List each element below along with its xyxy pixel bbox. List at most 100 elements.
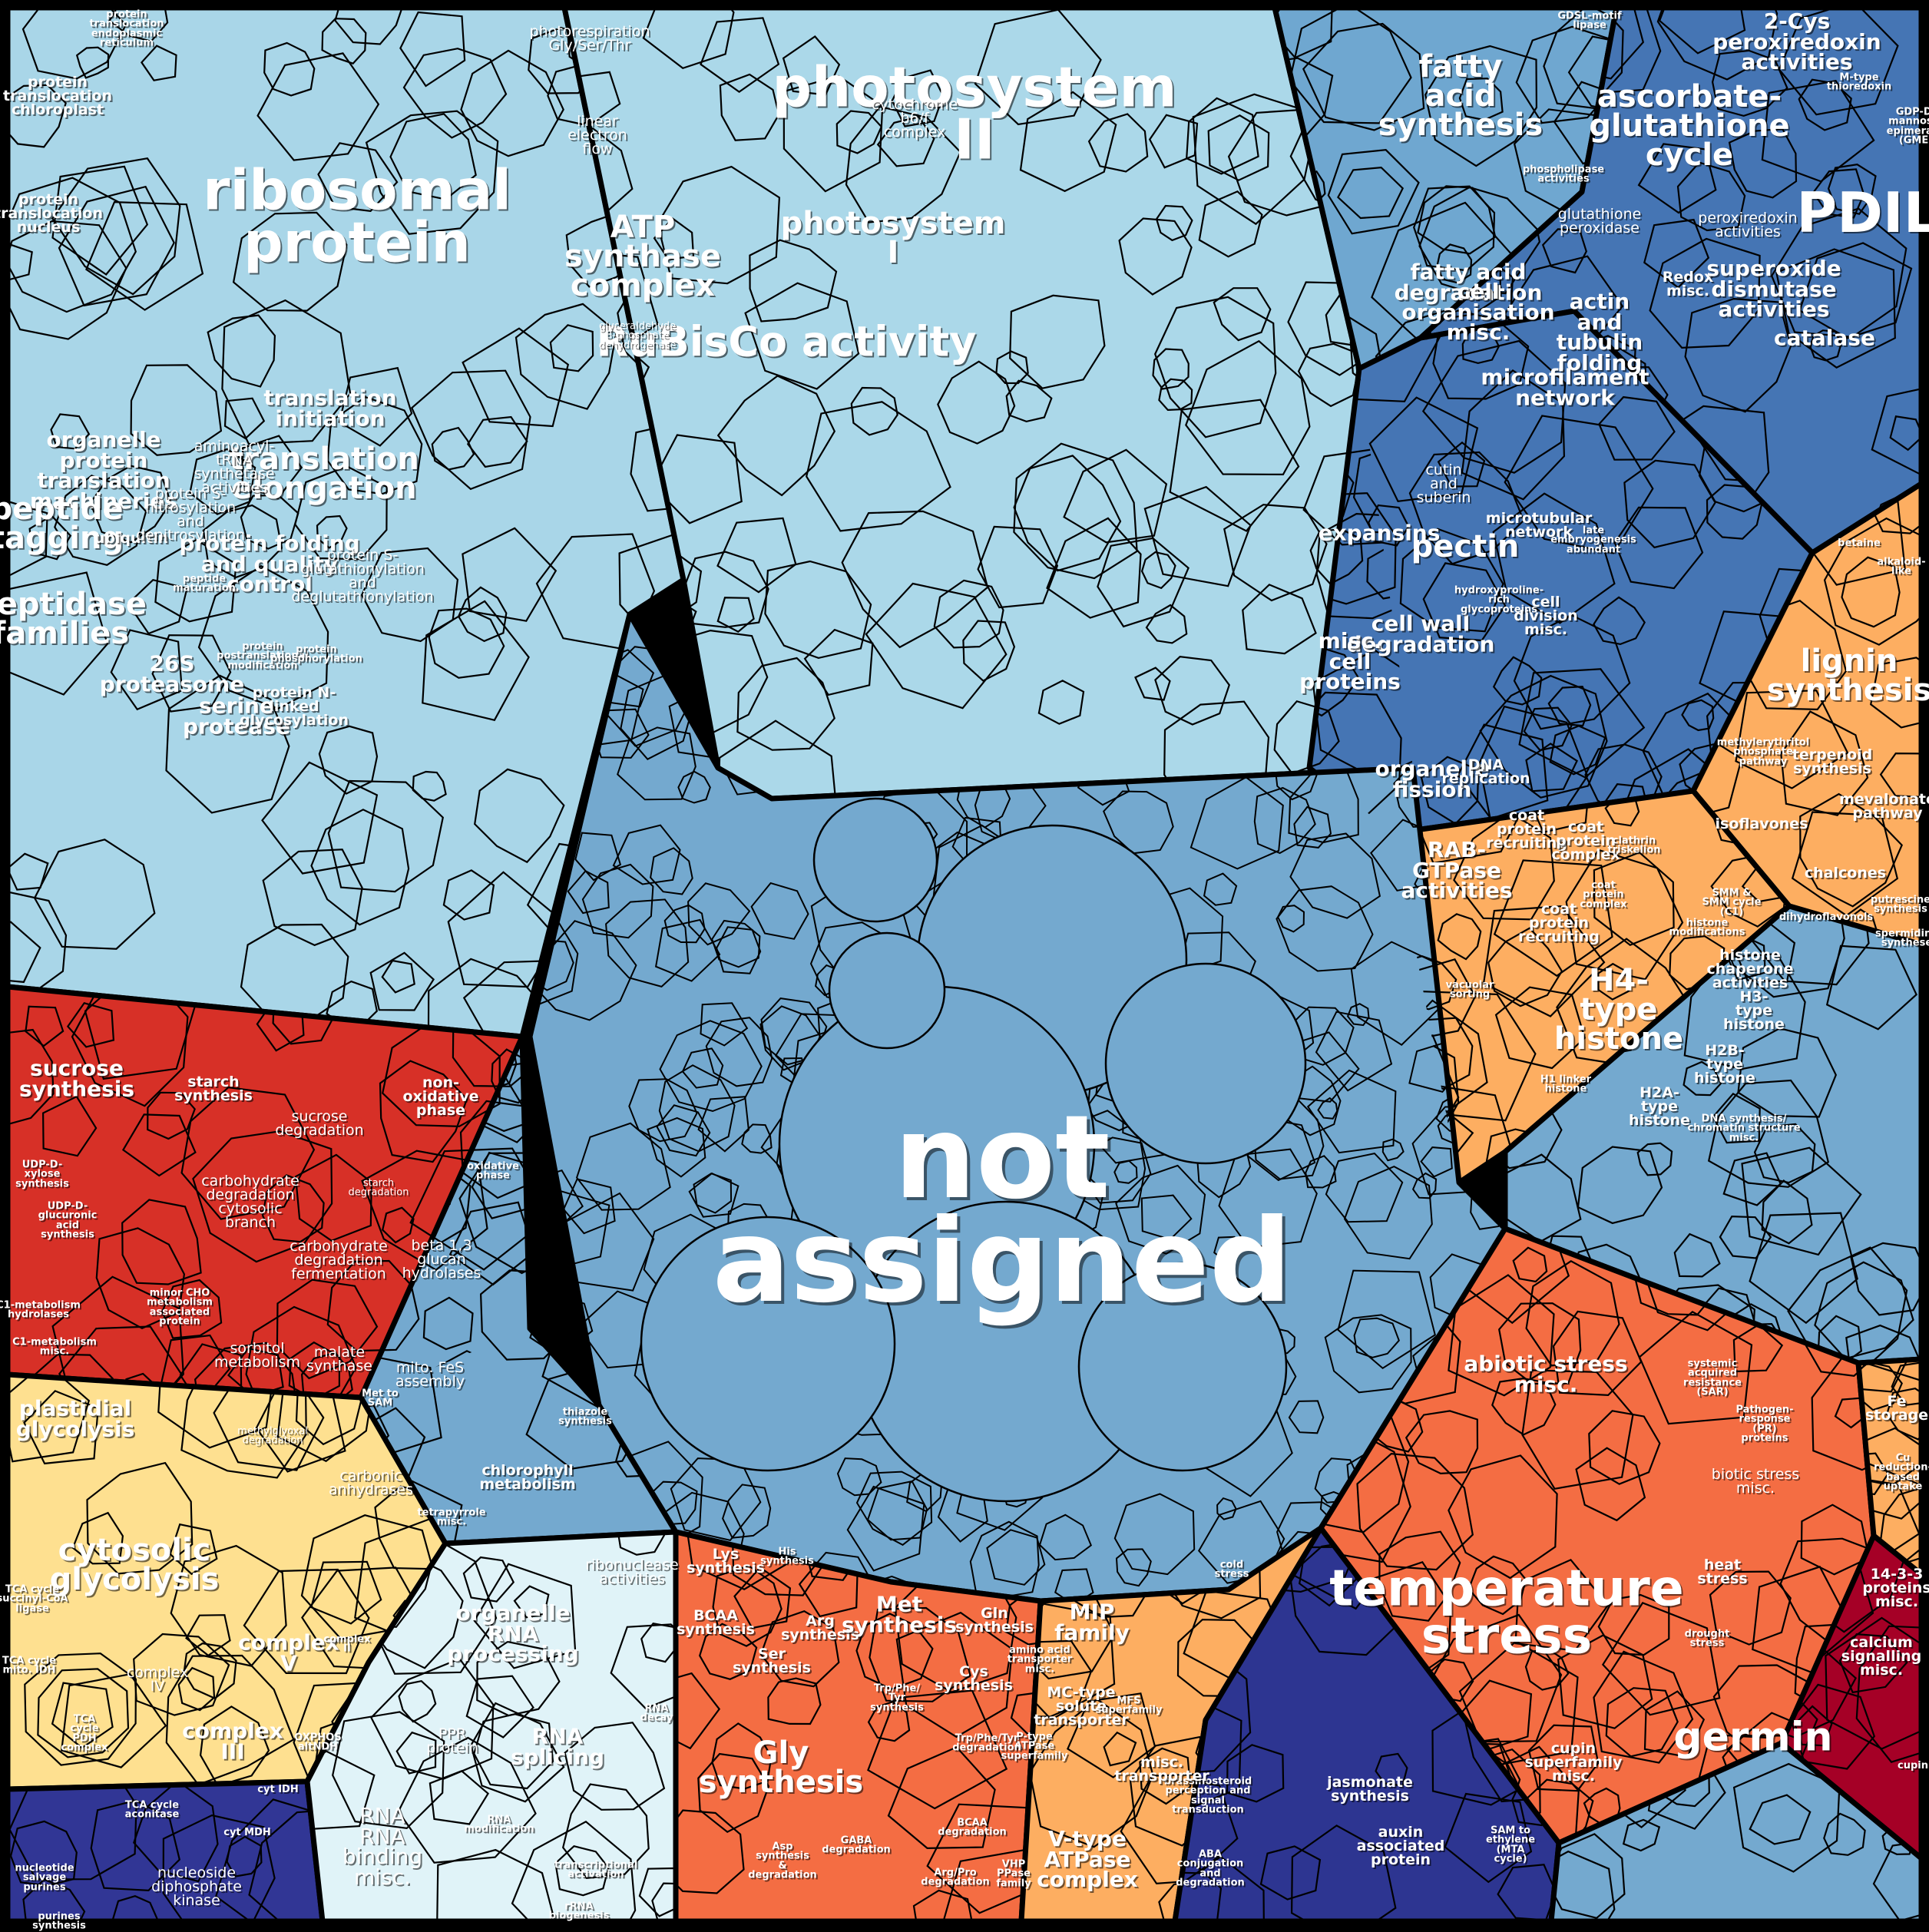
category-label: H1 linker histone bbox=[1540, 1074, 1592, 1095]
category-label: superoxide dismutase activities bbox=[1706, 256, 1841, 323]
category-label: sucrose synthesis bbox=[18, 1055, 135, 1101]
category-label: heat stress bbox=[1697, 1556, 1748, 1587]
category-label: MFS superfamily bbox=[1095, 1695, 1163, 1716]
category-label: Met synthesis bbox=[841, 1591, 958, 1637]
category-label: actin and tubulin folding bbox=[1556, 288, 1643, 375]
category-label: mevalonate pathway bbox=[1839, 790, 1929, 822]
category-label: phospholipase activities bbox=[1522, 164, 1605, 185]
category-label: H4- type histone bbox=[1553, 963, 1684, 1057]
category-label: Lys synthesis bbox=[687, 1545, 765, 1576]
category-label: RAB- GTPase activities bbox=[1401, 837, 1513, 904]
subcells-amino-acid-metabolism bbox=[676, 1532, 1041, 1921]
category-label: DNA replication bbox=[1441, 756, 1530, 787]
category-label: dihydroflavonols bbox=[1778, 911, 1874, 923]
category-label: Ser synthesis bbox=[733, 1645, 811, 1676]
category-label: SMM & SMM cycle (C1) bbox=[1702, 887, 1762, 918]
category-label: ribonuclease activities bbox=[585, 1556, 679, 1587]
category-label: M-type thioredoxin bbox=[1826, 71, 1892, 93]
category-label: protein S- nitrosylation and denitrosyla… bbox=[136, 485, 245, 544]
category-label: complex III bbox=[182, 1718, 283, 1764]
category-label: chalcones bbox=[1804, 864, 1887, 882]
category-label: histone chaperone activities bbox=[1706, 946, 1794, 992]
category-label: Cys synthesis bbox=[935, 1662, 1013, 1694]
category-label: methylerythritol phosphate pathway bbox=[1716, 736, 1810, 768]
category-label: auxin associated protein bbox=[1356, 1823, 1445, 1869]
category-label: Redox misc. bbox=[1662, 268, 1714, 299]
category-label: carbohydrate degradation cytosolic branc… bbox=[201, 1172, 299, 1232]
category-label: clathrin triskelion bbox=[1607, 835, 1661, 856]
category-label: vacuolar sorting bbox=[1445, 979, 1494, 1001]
category-label: PPR protein bbox=[426, 1725, 478, 1756]
category-label: alkaloid- like bbox=[1877, 556, 1926, 577]
category-label: Fe storage bbox=[1864, 1392, 1929, 1424]
category-label: aminoacyl- tRNA synthetase activities bbox=[194, 437, 275, 497]
category-label: RuBisCo activity bbox=[596, 317, 977, 366]
category-label: isoflavones bbox=[1715, 815, 1808, 832]
category-label: C1-metabolism hydrolases bbox=[0, 1299, 81, 1321]
category-label: terpenoid synthesis bbox=[1792, 746, 1873, 777]
regions-layer bbox=[5, 5, 1924, 1924]
category-label: non- oxidative phase bbox=[402, 1074, 479, 1120]
category-label: photosystem II bbox=[772, 55, 1177, 172]
category-label: peptidase families bbox=[0, 587, 147, 651]
category-label: Pathogen- response (PR) proteins bbox=[1735, 1404, 1794, 1444]
category-label: beta 1,3 glucan hydrolases bbox=[402, 1236, 481, 1282]
category-label: systemic acquired resistance (SAR) bbox=[1683, 1358, 1742, 1398]
category-label: RNA modification bbox=[464, 1814, 534, 1835]
category-label: complex V bbox=[238, 1629, 339, 1676]
category-label: MIP family bbox=[1054, 1599, 1130, 1645]
category-label: starch degradation bbox=[348, 1177, 409, 1199]
subcells-nucleotide-metabolism bbox=[8, 1781, 323, 1921]
category-label: coat protein recruiting bbox=[1518, 900, 1600, 946]
subcells-not-assigned bbox=[530, 614, 1505, 1601]
category-label: Gly synthesis bbox=[698, 1735, 864, 1800]
category-label: misc. cell proteins bbox=[1299, 628, 1401, 695]
category-label: carbonic anhydrases bbox=[329, 1467, 413, 1498]
category-label: GDP-D- mannose- epimerase (GME) bbox=[1886, 106, 1929, 147]
category-label: mito. FeS assembly bbox=[395, 1358, 465, 1390]
category-label: complex II bbox=[323, 1633, 371, 1655]
category-label: UDP-D- glucuronic acid synthesis bbox=[38, 1200, 98, 1241]
category-label: coat protein complex bbox=[1580, 879, 1627, 911]
category-label: photosystem I bbox=[780, 206, 1006, 270]
category-label: tetrapyrrole misc. bbox=[417, 1507, 486, 1528]
category-label: methylglyoxal degradation bbox=[237, 1425, 308, 1447]
category-label: OXPHOS altNDH bbox=[294, 1732, 342, 1753]
category-label: betaine bbox=[1838, 537, 1881, 549]
category-label: GDSL-motif lipase bbox=[1557, 10, 1622, 31]
category-label: fatty acid degradation bbox=[1394, 259, 1543, 305]
category-label: calcium signalling misc. bbox=[1841, 1633, 1922, 1679]
category-label: transcriptional activation bbox=[554, 1859, 638, 1881]
category-label: serine protease bbox=[182, 693, 291, 739]
category-label: ascorbate- glutathione cycle bbox=[1589, 79, 1790, 173]
category-label: Asp synthesis & degradation bbox=[748, 1841, 817, 1881]
category-label: microfilament network bbox=[1481, 364, 1649, 410]
category-label: chlorophyll metabolism bbox=[479, 1461, 576, 1493]
category-label: putrescine synthesis bbox=[1871, 894, 1929, 915]
category-label: hydroxyproline- rich glycoproteins bbox=[1454, 584, 1544, 616]
category-label: organelle protein translation machinerie… bbox=[29, 426, 178, 514]
category-label: H2A- type histone bbox=[1629, 1083, 1690, 1130]
category-label: TCA cycle aconitase bbox=[124, 1799, 180, 1821]
category-label: Trp/Phe/ Tyr synthesis bbox=[870, 1682, 924, 1714]
category-label: DNA synthesis/ chromatin structure misc. bbox=[1687, 1113, 1801, 1144]
category-label: cupin bbox=[1898, 1759, 1928, 1772]
category-label: ubiquitin bbox=[94, 529, 169, 547]
category-label: oxidative phase bbox=[467, 1160, 519, 1182]
category-label: TCA cycle mito. IDH bbox=[2, 1655, 57, 1676]
category-label: thiazole synthesis bbox=[558, 1406, 612, 1427]
category-label: Arg/Pro degradation bbox=[921, 1867, 990, 1888]
category-label: nucleotide salvage purines bbox=[15, 1862, 74, 1894]
category-label: cell division misc. bbox=[1514, 593, 1578, 639]
category-label: complex IV bbox=[126, 1663, 189, 1695]
category-label: drought stress bbox=[1684, 1628, 1730, 1649]
category-label: His synthesis bbox=[760, 1546, 814, 1567]
category-label: cytochrome b6/f complex bbox=[871, 95, 958, 141]
category-label: protein N- linked glycosylation bbox=[239, 683, 349, 729]
category-label: glutathione peroxidase bbox=[1557, 205, 1642, 237]
category-label: V-type ATPase complex bbox=[1037, 1826, 1138, 1893]
category-label: catalase bbox=[1774, 325, 1875, 351]
category-label: 26S proteasome bbox=[99, 650, 245, 696]
category-label: RNA RNA binding misc. bbox=[342, 1802, 423, 1890]
